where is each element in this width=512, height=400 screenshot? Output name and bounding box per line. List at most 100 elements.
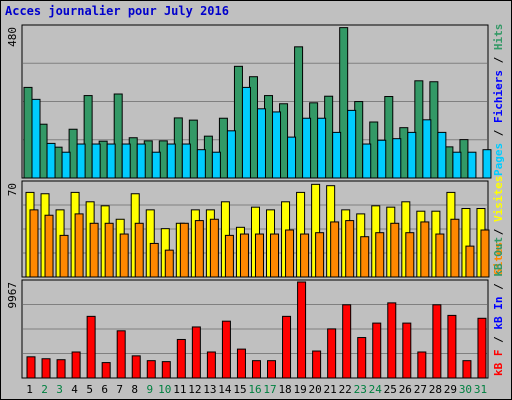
bot-bar-kb-f-day-4 (71, 351, 81, 379)
top-bar-hits-day-5 (83, 95, 93, 179)
top-bar-pages-day-27 (422, 119, 432, 179)
bot-bar-kb-f-day-21 (327, 328, 337, 379)
top-bar-pages-day-3 (61, 151, 71, 179)
top-bar-pages-day-1 (31, 98, 41, 179)
bot-legend-entry: kB Out (492, 237, 505, 283)
bot-bar-kb-f-day-20 (312, 350, 322, 379)
top-bar-pages-day-9 (151, 151, 161, 179)
bot-bar-kb-f-day-23 (357, 337, 367, 379)
bot-bar-kb-f-day-15 (236, 348, 246, 379)
top-bar-pages-day-30 (467, 151, 477, 179)
mid-bar-sites-day-15 (239, 233, 249, 278)
bot-ymax-label: 9967 (6, 282, 19, 309)
top-bar-pages-day-10 (166, 143, 176, 179)
bot-legend-entry: kB In (492, 297, 505, 337)
bot-bar-kb-f-day-11 (176, 338, 186, 379)
bot-bar-kb-f-day-27 (417, 351, 427, 379)
day-label-17: 17 (263, 383, 276, 396)
day-label-18: 18 (278, 383, 291, 396)
top-legend-entry: / (492, 129, 505, 143)
mid-bar-sites-day-30 (465, 245, 475, 278)
top-bar-pages-day-2 (46, 142, 56, 179)
mid-bar-sites-day-13 (209, 218, 219, 278)
mid-bar-sites-day-20 (315, 232, 325, 278)
mid-bar-sites-day-16 (254, 233, 264, 278)
bot-bar-kb-f-day-22 (342, 304, 352, 379)
top-bar-pages-day-16 (256, 108, 266, 179)
bot-bar-kb-f-day-3 (56, 359, 66, 379)
mid-bar-sites-day-26 (405, 232, 415, 278)
top-bar-pages-day-21 (332, 131, 342, 179)
bot-bar-kb-f-day-1 (26, 356, 36, 379)
mid-bar-sites-day-22 (345, 220, 355, 278)
mid-bar-sites-day-17 (270, 233, 280, 278)
mid-bar-sites-day-23 (360, 236, 370, 278)
bot-bar-kb-f-day-24 (372, 322, 382, 379)
mid-bar-sites-day-4 (74, 213, 84, 278)
bot-legend-entry: / (492, 336, 505, 350)
day-label-19: 19 (293, 383, 306, 396)
mid-legend: Sites / Visites (492, 176, 505, 275)
day-label-11: 11 (173, 383, 186, 396)
mid-bar-sites-day-3 (59, 234, 69, 278)
mid-bar-sites-day-25 (390, 222, 400, 278)
mid-bar-sites-day-11 (179, 222, 189, 278)
top-bar-hits-day-7 (113, 93, 123, 179)
day-label-2: 2 (41, 383, 48, 396)
day-label-13: 13 (203, 383, 216, 396)
bot-bar-kb-f-day-17 (267, 360, 277, 379)
top-bar-pages-day-13 (211, 151, 221, 179)
mid-ymax-label: 70 (6, 183, 19, 196)
top-bar-pages-day-7 (121, 143, 131, 179)
bot-bar-kb-f-day-30 (462, 360, 472, 379)
bot-bar-kb-f-day-12 (191, 326, 201, 379)
top-bar-pages-day-31 (482, 149, 492, 179)
top-bar-hits-day-25 (384, 96, 394, 179)
day-label-9: 9 (146, 383, 153, 396)
bot-bar-kb-f-day-29 (447, 314, 457, 379)
bot-bar-kb-f-day-28 (432, 304, 442, 379)
mid-bar-sites-day-6 (104, 222, 114, 278)
day-label-14: 14 (218, 383, 232, 396)
bot-bar-kb-f-day-14 (221, 320, 231, 379)
bot-legend-entry: / (492, 283, 505, 297)
top-bar-pages-day-17 (272, 111, 282, 179)
top-bar-pages-day-23 (362, 143, 372, 179)
day-label-15: 15 (233, 383, 246, 396)
day-label-4: 4 (71, 383, 78, 396)
day-label-24: 24 (369, 383, 383, 396)
bot-legend: kB F / kB In / kB Out (492, 237, 505, 376)
day-label-25: 25 (384, 383, 397, 396)
day-label-20: 20 (309, 383, 322, 396)
top-bar-pages-day-18 (287, 136, 297, 179)
day-label-10: 10 (158, 383, 171, 396)
top-bar-pages-day-26 (407, 131, 417, 179)
mid-bar-sites-day-27 (420, 221, 430, 278)
top-bar-pages-day-15 (241, 86, 251, 179)
top-bar-pages-day-14 (226, 130, 236, 179)
top-bar-pages-day-22 (347, 109, 357, 179)
bot-bar-kb-f-day-2 (41, 358, 51, 379)
day-label-28: 28 (429, 383, 442, 396)
bot-bar-kb-f-day-13 (206, 351, 216, 379)
bot-bar-kb-f-day-9 (146, 360, 156, 379)
top-ymax-label: 480 (6, 27, 19, 47)
day-label-5: 5 (86, 383, 93, 396)
mid-bar-sites-day-8 (134, 222, 144, 278)
mid-legend-entry: Visites (492, 176, 505, 229)
day-label-12: 12 (188, 383, 201, 396)
day-label-1: 1 (26, 383, 33, 396)
mid-bar-sites-day-1 (29, 209, 39, 278)
bot-bar-kb-f-day-18 (282, 315, 292, 379)
day-label-3: 3 (56, 383, 63, 396)
top-bar-pages-day-29 (452, 151, 462, 179)
top-bar-pages-day-8 (136, 143, 146, 179)
mid-bar-sites-day-2 (44, 214, 54, 278)
mid-bar-sites-day-21 (330, 221, 340, 278)
day-label-31: 31 (474, 383, 487, 396)
day-label-30: 30 (459, 383, 472, 396)
bot-bar-kb-f-day-10 (161, 361, 171, 379)
bot-bar-kb-f-day-19 (297, 281, 307, 379)
top-bar-pages-day-19 (302, 117, 312, 179)
